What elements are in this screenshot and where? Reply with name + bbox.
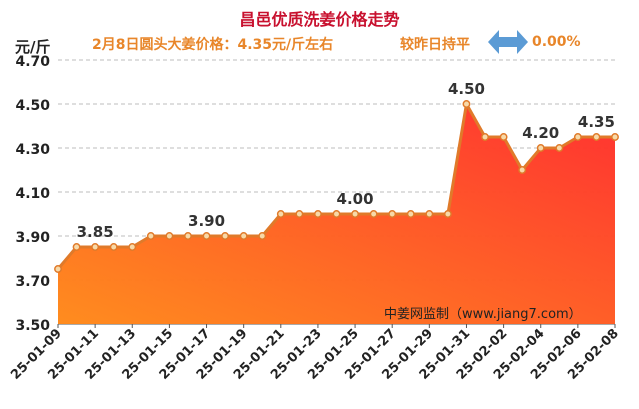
- data-point: [388, 210, 397, 218]
- y-tick-label: 4.70: [15, 54, 50, 70]
- data-point: [369, 210, 378, 218]
- data-point: [536, 144, 545, 152]
- data-point: [295, 210, 304, 218]
- data-point: [165, 232, 174, 240]
- data-point: [184, 232, 192, 240]
- data-label: 4.00: [337, 190, 374, 208]
- data-point: [239, 232, 248, 240]
- data-point: [313, 210, 322, 218]
- data-point: [573, 133, 582, 141]
- y-tick-label: 3.90: [15, 230, 50, 246]
- data-point: [499, 133, 508, 141]
- data-point: [72, 243, 81, 251]
- data-point: [258, 232, 267, 240]
- data-label: 4.20: [522, 124, 559, 142]
- data-point: [443, 210, 452, 218]
- data-point: [221, 232, 230, 240]
- change-value: 0.00%: [532, 34, 581, 50]
- data-point: [91, 243, 100, 251]
- price-subtitle: 2月8日圆头大姜价格：4.35元/斤左右: [92, 37, 334, 53]
- y-tick-label: 4.30: [15, 142, 50, 158]
- data-point: [54, 265, 62, 273]
- data-label: 3.90: [188, 212, 225, 230]
- chart-title: 昌邑优质洗姜价格走势: [239, 10, 400, 29]
- data-point: [202, 232, 211, 240]
- data-label: 4.50: [448, 80, 485, 98]
- data-label: 3.85: [77, 223, 114, 241]
- labels-layer: 3.85 3.90 4.00 4.50 4.20 4.35: [77, 80, 615, 241]
- data-point: [518, 166, 527, 174]
- data-point: [611, 133, 619, 141]
- data-point: [146, 232, 155, 240]
- data-point: [332, 210, 341, 218]
- data-point: [109, 243, 118, 251]
- y-tick-label: 4.10: [15, 186, 50, 202]
- y-tick-label: 4.50: [15, 98, 50, 114]
- data-point: [481, 133, 489, 141]
- data-point: [462, 100, 471, 108]
- compare-label: 较昨日持平: [400, 37, 470, 53]
- data-label: 4.35: [578, 113, 615, 131]
- data-point: [276, 210, 285, 218]
- data-point: [425, 210, 434, 218]
- y-tick-label: 3.70: [15, 274, 50, 290]
- data-point: [128, 243, 137, 251]
- data-point: [592, 133, 601, 141]
- data-point: [555, 144, 564, 152]
- data-point: [351, 210, 360, 218]
- points-layer: [54, 100, 619, 273]
- y-axis-unit: 元/斤: [15, 38, 51, 56]
- source-watermark: 中姜网监制（www.jiang7.com）: [384, 307, 582, 322]
- double-arrow-left-right-icon: [488, 30, 528, 54]
- y-tick-label: 3.50: [15, 318, 50, 334]
- data-point: [406, 210, 415, 218]
